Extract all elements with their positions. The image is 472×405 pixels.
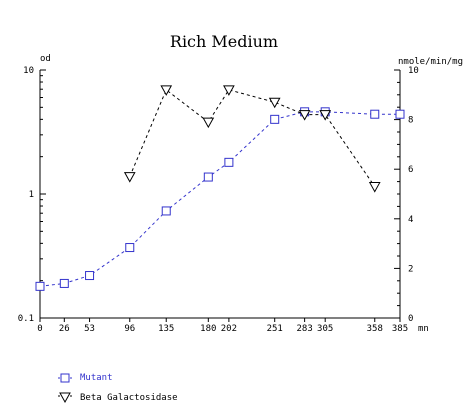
x-tick-label: 180 [200, 324, 216, 334]
data-point-mutant [125, 243, 135, 253]
y-left-tick-label: 1 [29, 190, 34, 200]
data-point-beta-galactosidase [202, 117, 215, 129]
y-right-tick-label: 6 [408, 165, 413, 175]
series-line-0 [39, 111, 400, 287]
triangle-down-marker-icon [58, 392, 72, 404]
y-left-tick-label: 10 [23, 66, 34, 76]
square-marker-icon [58, 373, 72, 383]
y-right-tick-label: 10 [408, 66, 419, 76]
data-point-mutant [224, 157, 234, 167]
series-lines [39, 89, 400, 287]
data-point-beta-galactosidase [319, 110, 332, 121]
legend-item-beta-galactosidase: Beta Galactosidase [58, 392, 178, 404]
x-tick-label: 135 [158, 324, 174, 334]
legend-label-beta-galactosidase: Beta Galactosidase [80, 393, 178, 403]
data-point-mutant [370, 109, 380, 119]
x-axis-label: mn [418, 324, 429, 334]
legend-item-mutant: Mutant [58, 372, 113, 384]
y-axis-left-label: od [40, 54, 51, 64]
data-point-beta-galactosidase [298, 110, 311, 121]
legend-label-mutant: Mutant [80, 373, 113, 383]
data-point-beta-galactosidase [160, 85, 173, 96]
x-tick-label: 202 [221, 324, 237, 334]
chart-title: Rich Medium [170, 32, 278, 51]
data-point-beta-galactosidase [268, 97, 281, 109]
y-right-tick-label: 4 [408, 215, 413, 225]
y-right-tick-label: 0 [408, 314, 413, 324]
series-markers [35, 85, 405, 291]
x-tick-label: 305 [317, 324, 333, 334]
data-point-mutant [161, 206, 171, 216]
x-tick-label: 283 [296, 324, 312, 334]
x-tick-label: 96 [124, 324, 135, 334]
x-tick-label: 385 [392, 324, 408, 334]
x-tick-label: 358 [367, 324, 383, 334]
y-axis-right-label: nmole/min/mg [398, 57, 463, 67]
data-point-beta-galactosidase [368, 182, 381, 193]
x-tick-label: 0 [37, 324, 42, 334]
data-point-mutant [395, 109, 405, 119]
y-left-tick-label: 0.1 [18, 314, 34, 324]
y-right-tick-label: 2 [408, 264, 413, 274]
series-line-1 [129, 89, 376, 187]
data-point-beta-galactosidase [123, 172, 136, 183]
x-tick-label: 53 [84, 324, 95, 334]
data-point-mutant [85, 271, 95, 281]
data-point-mutant [59, 278, 69, 288]
data-point-mutant [35, 281, 45, 291]
data-point-mutant [270, 114, 280, 124]
x-tick-label: 26 [59, 324, 70, 334]
x-tick-label: 251 [267, 324, 283, 334]
data-point-mutant [203, 172, 213, 182]
data-point-beta-galactosidase [223, 85, 235, 96]
y-right-tick-label: 8 [408, 116, 413, 126]
axes: 0.1 1 10 0 2 4 6 8 10 0 26 53 96 135 180 202 251 283 305 35… [18, 66, 419, 334]
